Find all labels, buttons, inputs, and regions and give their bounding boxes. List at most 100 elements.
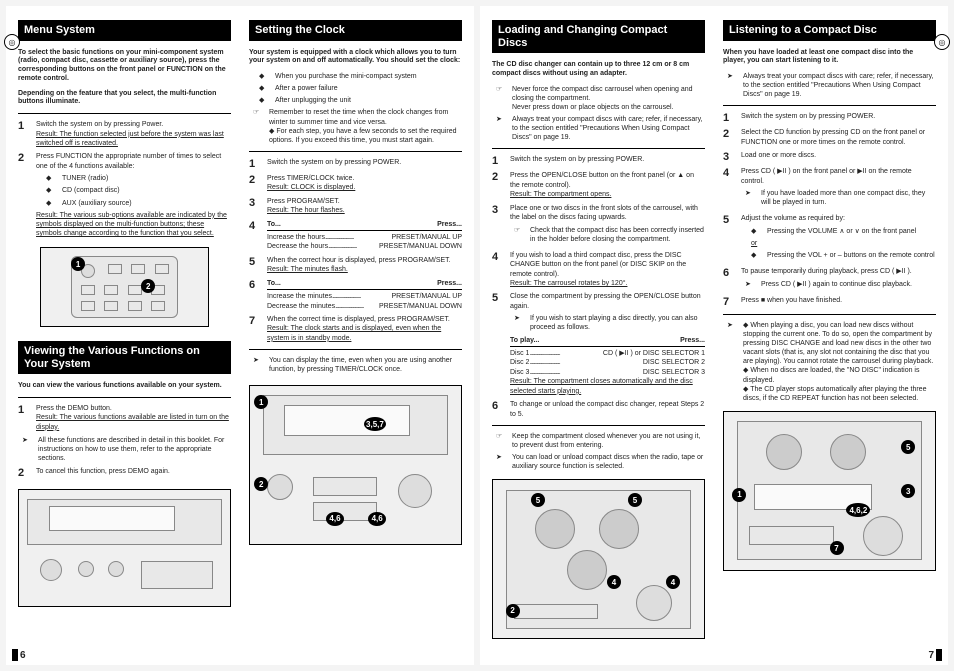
th: Press... (437, 279, 462, 288)
menu-step-1: 1 Switch the system on by pressing Power… (18, 120, 231, 148)
page-tick (936, 649, 942, 661)
loading-intro: The CD disc changer can contain up to th… (492, 61, 705, 79)
clock-note1: Remember to reset the time when the cloc… (269, 109, 448, 125)
divider (18, 397, 231, 398)
hdr-listen: Listening to a Compact Disc (723, 20, 936, 41)
s: Press ■ when you have finished. (741, 296, 936, 308)
func-a: TUNER (radio) (62, 174, 108, 183)
hdr-clock: Setting the Clock (249, 20, 462, 41)
step-result: Result: The various functions available … (36, 414, 229, 430)
step-num: 2 (18, 152, 30, 238)
edge-icon-left: ◎ (4, 34, 20, 50)
diagram-front-panel-1 (18, 489, 231, 607)
b: After unplugging the unit (275, 96, 351, 105)
step-result: Result: The various sub-options availabl… (36, 212, 227, 238)
func-c: AUX (auxiliary source) (62, 199, 132, 208)
viewing-intro: You can view the various functions avail… (18, 382, 231, 391)
page-number-left: 6 (20, 650, 26, 661)
or: or (751, 239, 936, 248)
step-num: 1 (18, 120, 30, 148)
page-tick (12, 649, 18, 661)
hdr-viewing: Viewing the Various Functions on Your Sy… (18, 341, 231, 374)
th: To... (267, 220, 281, 229)
r: Result: CLOCK is displayed. (267, 184, 355, 191)
diagram-listen: 5 1 4,6,2 7 3 (723, 411, 936, 571)
l: Disc 3 (510, 368, 529, 377)
n: Keep the compartment closed whenever you… (512, 432, 705, 450)
s: Switch the system on by pressing POWER. (267, 158, 462, 170)
s: Press PROGRAM/SET. (267, 198, 340, 205)
diagram-clock: 1 2 3,5,7 4,6 4,6 (249, 385, 462, 545)
r: DISC SELECTOR 2 (643, 358, 705, 367)
r: PRESET/MANUAL DOWN (379, 302, 462, 311)
s: Switch the system on by pressing POWER. (741, 112, 936, 124)
th: Press... (437, 220, 462, 229)
viewing-step-1: 1 Press the DEMO button. Result: The var… (18, 404, 231, 432)
callout: 4,6 (326, 512, 344, 526)
step-text: Press the DEMO button. (36, 405, 112, 412)
callout: 4,6 (368, 512, 386, 526)
callout: 7 (830, 541, 844, 555)
n: If you have loaded more than one compact… (761, 189, 936, 207)
l: Decrease the hours (267, 242, 328, 251)
r: Result: The minutes flash. (267, 266, 348, 273)
step-text: To cancel this function, press DEMO agai… (36, 467, 231, 479)
step-text: Press FUNCTION the appropriate number of… (36, 153, 221, 169)
edge-icon-right: ◎ (934, 34, 950, 50)
callout: 2 (254, 477, 268, 491)
r: Result: The clock starts and is displaye… (267, 325, 441, 341)
s: Select the CD function by pressing CD on… (741, 128, 936, 147)
step-result: Result: The function selected just befor… (36, 131, 224, 147)
r: CD ( ▶II ) or DISC SELECTOR 1 (603, 349, 705, 358)
r: DISC SELECTOR 3 (643, 368, 705, 377)
col-menu: Menu System To select the basic function… (18, 20, 231, 607)
b: Pressing the VOL + or – buttons on the r… (767, 251, 935, 260)
l: Disc 1 (510, 349, 529, 358)
menu-intro: To select the basic functions on your mi… (18, 49, 231, 84)
l: Disc 2 (510, 358, 529, 367)
callout: 3,5,7 (364, 417, 386, 431)
th: To... (267, 279, 281, 288)
n: Check that the compact disc has been cor… (530, 226, 705, 244)
page-left: ◎ Menu System To select the basic functi… (6, 6, 474, 665)
step-text: Switch the system on by pressing Power. (36, 121, 163, 128)
l: Increase the minutes (267, 292, 332, 301)
n: Always treat your compact discs with car… (512, 115, 705, 142)
hdr-loading: Loading and Changing Compact Discs (492, 20, 705, 53)
s: Load one or more discs. (741, 151, 936, 163)
l: Decrease the minutes (267, 302, 335, 311)
b: When you purchase the mini-compact syste… (275, 72, 417, 81)
fn: The CD player stops automatically after … (743, 386, 926, 402)
s: When the correct hour is displayed, pres… (267, 257, 451, 264)
n: You can load or unload compact discs whe… (512, 453, 705, 471)
func-b: CD (compact disc) (62, 186, 120, 195)
callout: 2 (506, 604, 520, 618)
n: Always treat your compact discs with car… (743, 72, 936, 99)
r: PRESET/MANUAL UP (391, 233, 462, 242)
n: Never force the compact disc carrousel w… (512, 86, 693, 102)
fn: When no discs are loaded, the "NO DISC" … (743, 367, 920, 383)
s: To pause temporarily during playback, pr… (741, 268, 912, 275)
n: Never press down or place objects on the… (512, 104, 673, 111)
th: Press... (680, 336, 705, 345)
s: Switch the system on by pressing POWER. (510, 155, 705, 167)
s: Place one or two discs in the front slot… (510, 205, 698, 221)
s: Press TIMER/CLOCK twice. (267, 175, 354, 182)
hdr-menu: Menu System (18, 20, 231, 41)
left-columns: Menu System To select the basic function… (18, 20, 462, 607)
r: PRESET/MANUAL UP (391, 292, 462, 301)
b: Pressing the VOLUME ∧ or ∨ on the front … (767, 227, 916, 236)
b: After a power failure (275, 84, 338, 93)
r: Result: The compartment closes automatic… (510, 378, 693, 394)
col-clock: Setting the Clock Your system is equippe… (249, 20, 462, 607)
callout: 5 (531, 493, 545, 507)
th: To play... (510, 336, 539, 345)
r: PRESET/MANUAL DOWN (379, 242, 462, 251)
r: Result: The hour flashes. (267, 207, 345, 214)
l: Increase the hours (267, 233, 325, 242)
diagram-cd-changer: 5 5 4 4 2 (492, 479, 705, 639)
s: Press the OPEN/CLOSE button on the front… (510, 172, 694, 188)
divider (18, 113, 231, 114)
fn: When playing a disc, you can load new di… (743, 322, 933, 365)
menu-intro2: Depending on the feature that you select… (18, 90, 231, 108)
